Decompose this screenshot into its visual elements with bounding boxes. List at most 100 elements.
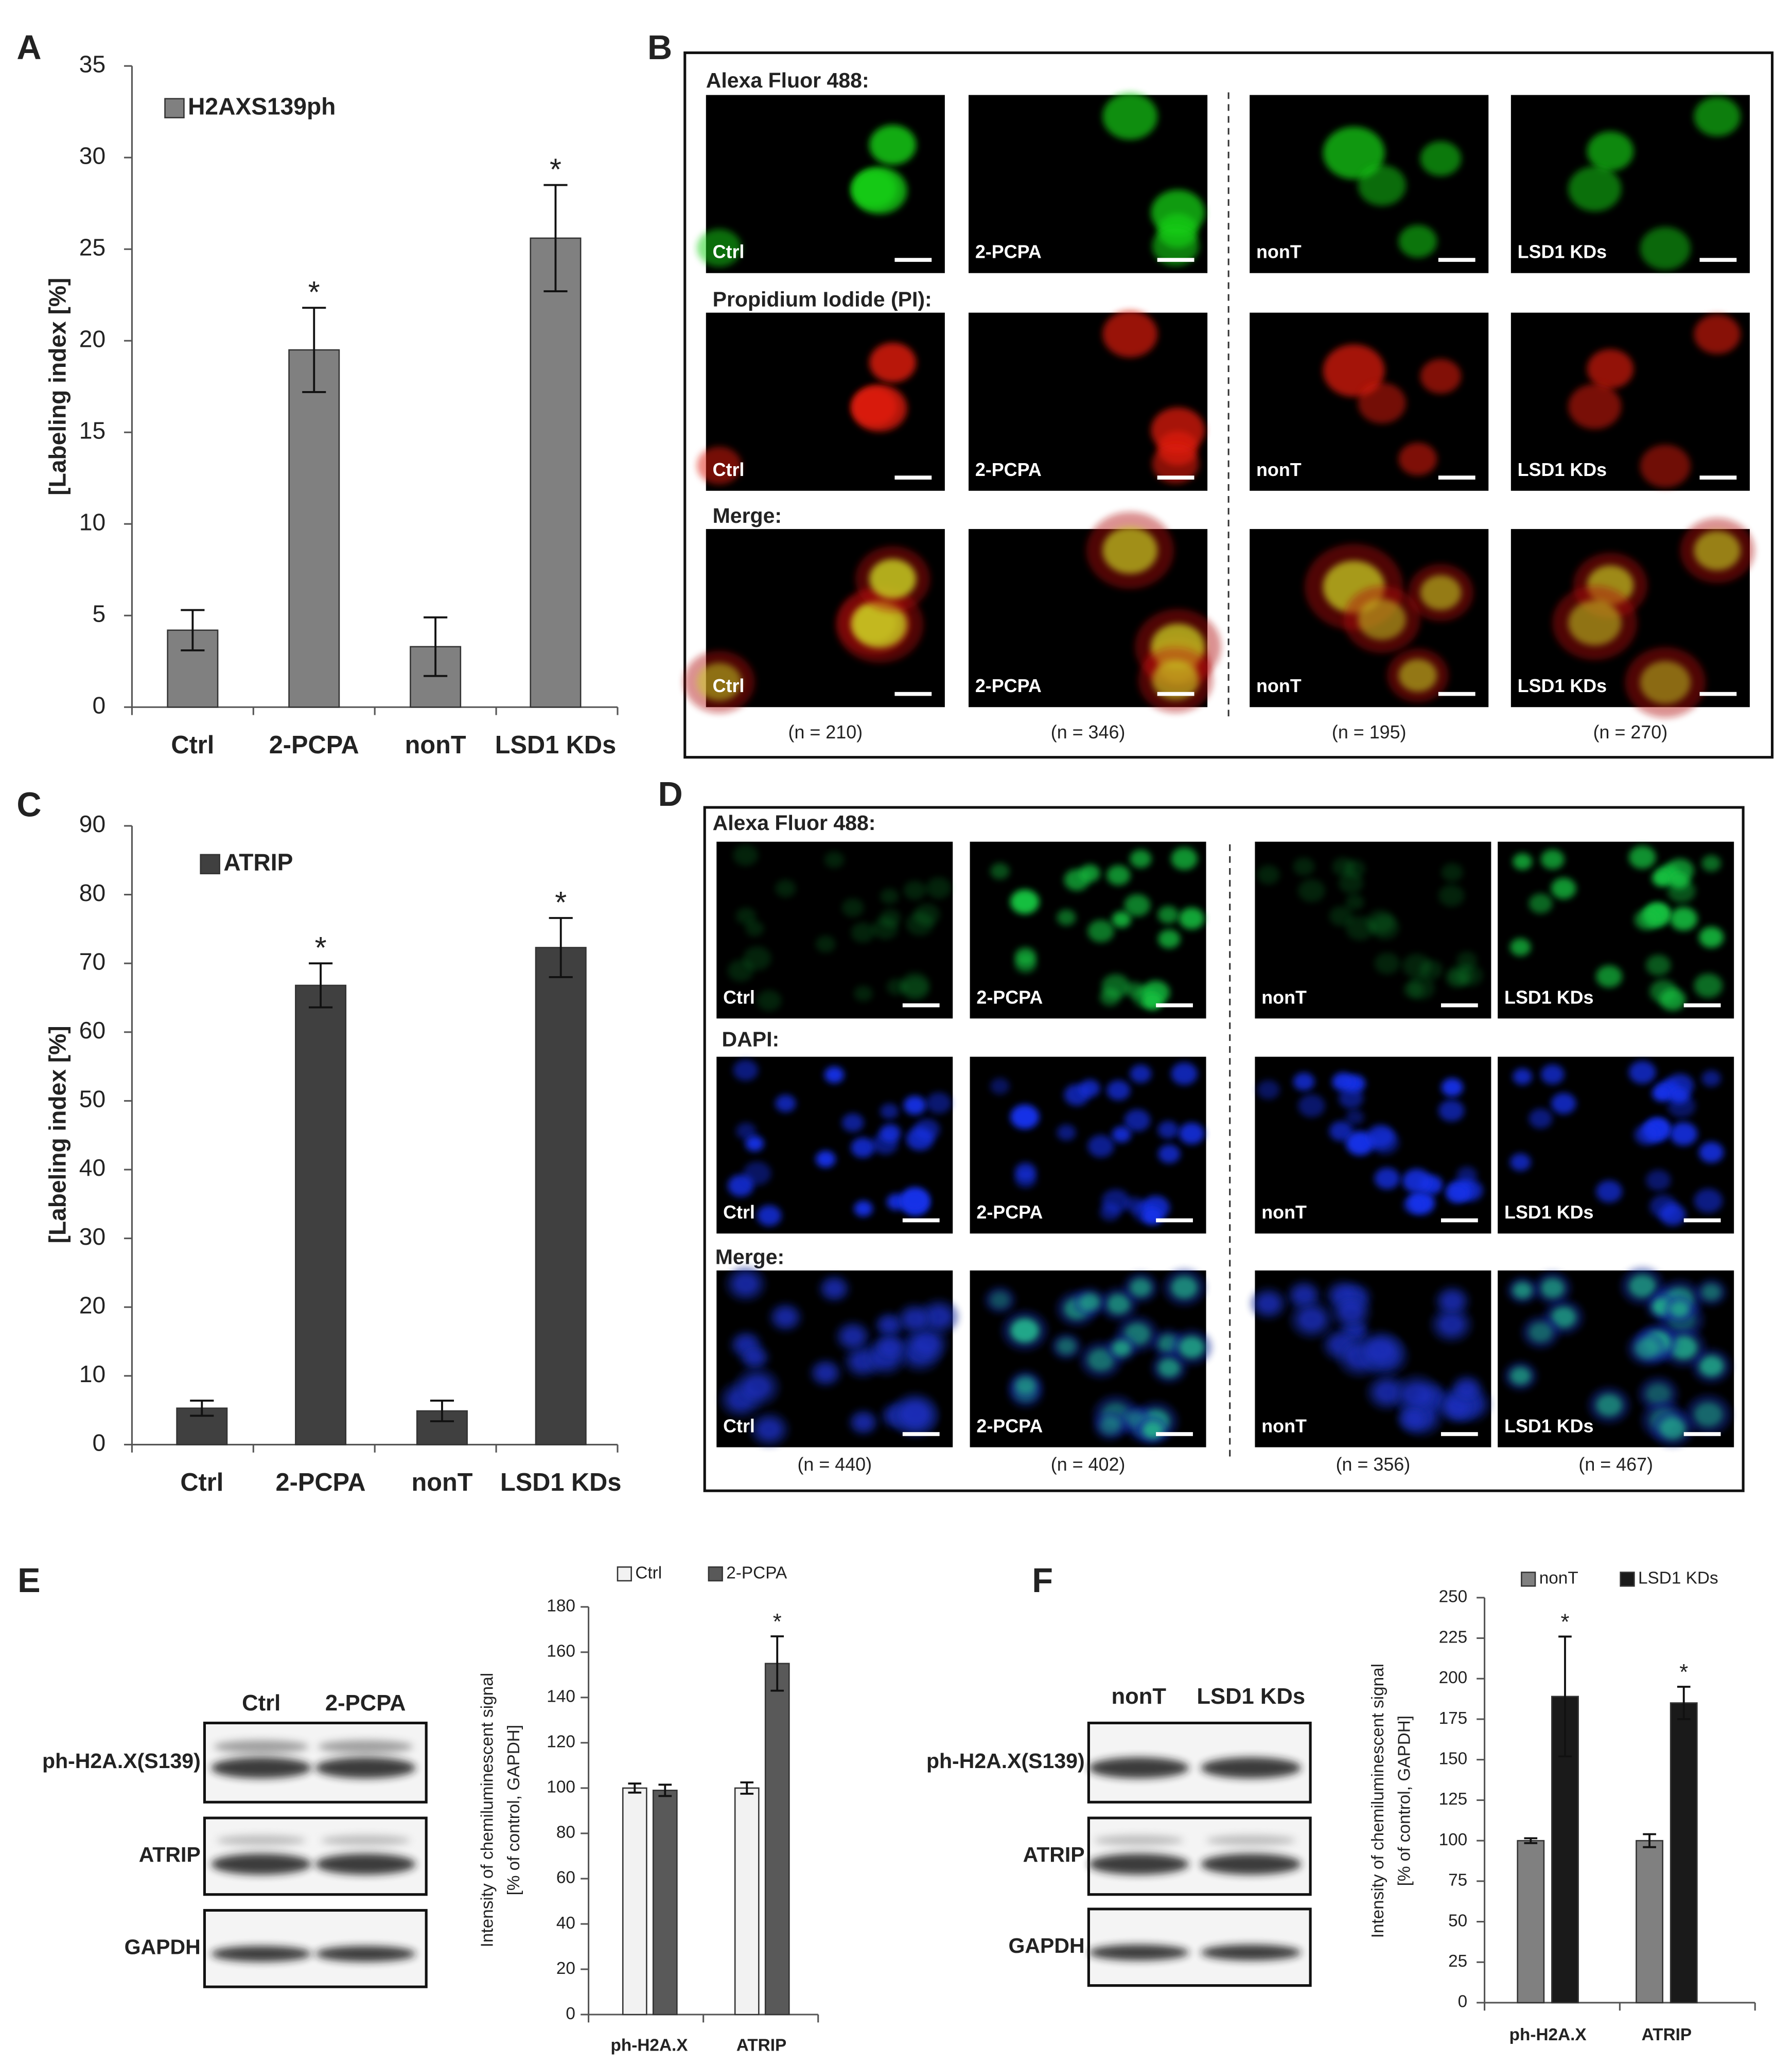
sample-count: (n = 346): [1051, 722, 1126, 743]
significance-mark: *: [1679, 1660, 1688, 1685]
nucleus: [1015, 1376, 1036, 1394]
bar: [1636, 1840, 1664, 2004]
nucleus: [1099, 988, 1120, 1006]
nucleus: [1629, 1274, 1656, 1298]
y-axis-label: Intensity of chemiluminescent signal: [478, 1673, 497, 1947]
condition-label: nonT: [1256, 460, 1302, 480]
nucleus: [1398, 225, 1437, 258]
nucleus: [1151, 189, 1205, 236]
nucleus: [1446, 1398, 1468, 1417]
nucleus: [736, 1122, 757, 1140]
nucleus: [1179, 907, 1205, 930]
nucleus: [1374, 952, 1400, 975]
band: [1094, 1835, 1184, 1846]
y-tick-label: 250: [1439, 1587, 1468, 1606]
nucleus: [1670, 1122, 1698, 1146]
y-tick-label: 175: [1439, 1709, 1468, 1728]
nucleus: [743, 946, 771, 970]
nucleus: [1456, 951, 1478, 969]
nucleus: [1540, 1278, 1565, 1298]
panel-letter: E: [17, 1562, 40, 1600]
condition-label: 2-PCPA: [976, 987, 1043, 1008]
nucleus: [1152, 444, 1199, 484]
y-tick-label: 35: [79, 50, 106, 77]
bar: [295, 984, 347, 1445]
y-tick-label: 80: [556, 1823, 575, 1842]
nucleus: [1106, 865, 1131, 886]
y-tick-label: 80: [79, 879, 106, 906]
nucleus: [1398, 443, 1437, 475]
nucleus: [1510, 938, 1531, 956]
x-tick-label: ATRIP: [736, 2036, 787, 2055]
nucleus: [1087, 1135, 1114, 1158]
nucleus: [1596, 965, 1623, 988]
nucleus: [1540, 849, 1565, 870]
sample-count: (n = 440): [797, 1454, 872, 1475]
condition-label: nonT: [1256, 242, 1302, 262]
y-tick-label: 50: [79, 1086, 106, 1113]
nucleus: [757, 1205, 782, 1226]
bar: [622, 1787, 647, 2016]
sample-count: (n = 270): [1593, 722, 1668, 743]
panel-letter: A: [16, 29, 41, 67]
nucleus: [775, 1308, 796, 1326]
nucleus: [1634, 1124, 1659, 1145]
nucleus: [1112, 1126, 1131, 1143]
panel-letter: C: [16, 786, 41, 824]
condition-label: LSD1 KDs: [1518, 242, 1607, 262]
y-tick-label: 10: [79, 1361, 106, 1387]
nucleus: [1345, 894, 1364, 910]
nucleus: [1701, 1284, 1721, 1301]
nucleus: [1438, 1313, 1465, 1335]
nucleus: [1366, 910, 1395, 933]
error-bar: [549, 917, 573, 978]
sample-count: (n = 467): [1578, 1454, 1653, 1475]
y-tick-label: 0: [1458, 1992, 1468, 2011]
nucleus: [815, 935, 836, 953]
nucleus: [1323, 127, 1385, 180]
nucleus: [1124, 1109, 1151, 1132]
nucleus: [1057, 909, 1076, 926]
nucleus: [733, 844, 759, 866]
nucleus: [1126, 1197, 1145, 1213]
nucleus: [824, 851, 845, 869]
nucleus: [1087, 920, 1114, 943]
nucleus: [1420, 359, 1462, 394]
nucleus: [1529, 893, 1553, 914]
nucleus: [1152, 660, 1199, 700]
nucleus: [1699, 1355, 1724, 1377]
band: [1088, 1757, 1189, 1779]
nucleus: [1438, 1100, 1465, 1122]
legend-label: Ctrl: [635, 1563, 662, 1582]
condition-label: LSD1 KDs: [1518, 676, 1607, 696]
nucleus: [990, 863, 1010, 880]
nucleus: [880, 888, 899, 905]
nucleus: [1087, 1348, 1114, 1371]
nucleus: [1339, 1301, 1364, 1322]
nucleus: [1670, 1087, 1689, 1104]
legend-swatch: [1521, 1571, 1536, 1587]
legend-label: ATRIP: [223, 849, 293, 876]
panel-frame: [683, 51, 1774, 759]
nucleus: [1079, 1079, 1100, 1098]
condition-label: LSD1 KDs: [1504, 987, 1593, 1008]
nucleus: [1339, 1087, 1364, 1109]
sample-count: (n = 195): [1332, 722, 1407, 743]
significance-mark: *: [308, 276, 320, 309]
y-tick-label: 140: [547, 1687, 575, 1706]
x-tick-label: ATRIP: [1642, 2025, 1692, 2044]
nucleus: [1587, 131, 1634, 171]
significance-mark: *: [773, 1610, 782, 1634]
error-bar: [770, 1635, 784, 1692]
y-tick-label: 160: [547, 1642, 575, 1661]
x-tick-label: 2-PCPA: [276, 1469, 366, 1496]
channel-label: Alexa Fluor 488:: [713, 811, 876, 835]
nucleus: [852, 167, 907, 214]
nucleus: [1329, 906, 1354, 926]
nucleus: [1015, 1162, 1036, 1180]
nucleus: [815, 1364, 836, 1382]
legend-label: H2AXS139ph: [188, 93, 336, 119]
nucleus: [1015, 947, 1036, 966]
y-tick-label: 75: [1448, 1871, 1467, 1890]
nucleus: [1332, 857, 1355, 876]
